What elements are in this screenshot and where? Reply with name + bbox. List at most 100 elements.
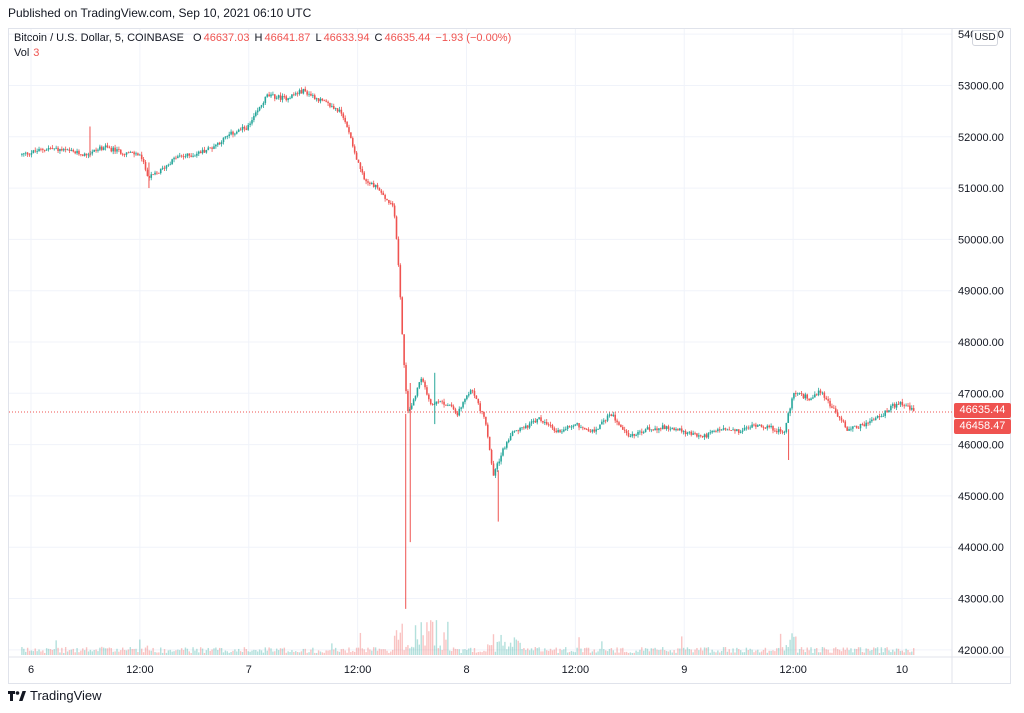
candle <box>363 170 365 181</box>
candle <box>783 430 786 435</box>
candle <box>905 403 907 407</box>
candle-body <box>426 387 428 395</box>
volume-bar <box>591 651 594 655</box>
candle <box>680 425 683 434</box>
candle-body <box>705 434 708 438</box>
candle-body <box>348 127 350 133</box>
candle <box>804 392 807 401</box>
candle <box>348 124 350 135</box>
candle <box>890 404 892 413</box>
volume-bar <box>428 631 430 655</box>
candle-body <box>266 94 269 97</box>
candle-body <box>776 431 778 433</box>
candle-body <box>55 147 57 149</box>
open-value: 46637.03 <box>203 32 250 44</box>
candle <box>633 433 635 439</box>
volume-bar <box>865 648 867 655</box>
volume-bar <box>890 652 892 655</box>
candle-body <box>146 169 149 177</box>
candle-body <box>597 428 599 430</box>
candle-body <box>656 428 658 431</box>
volume-bar <box>909 652 911 655</box>
candle <box>464 398 466 405</box>
candle-body <box>564 428 567 430</box>
symbol-title[interactable]: Bitcoin / U.S. Dollar, 5, COINBASE <box>14 32 184 44</box>
candle <box>876 415 879 419</box>
volume-bar <box>296 652 299 655</box>
candle-body <box>313 95 316 100</box>
candle-body <box>230 131 232 135</box>
candle <box>139 153 141 156</box>
volume-bar <box>135 648 137 655</box>
candle <box>665 425 668 431</box>
candle <box>462 401 464 409</box>
candle <box>361 166 364 175</box>
candle <box>165 164 168 171</box>
volume-bar <box>650 648 653 655</box>
candle <box>618 420 620 426</box>
volume-bar <box>199 647 202 655</box>
volume-bar <box>855 648 858 655</box>
candle-body <box>473 390 476 396</box>
volume-bar <box>563 649 565 655</box>
volume-bar <box>557 652 559 655</box>
volume-bar <box>64 647 67 655</box>
candle <box>507 438 510 444</box>
candle <box>106 142 109 149</box>
candle <box>167 163 170 167</box>
candle <box>369 181 371 186</box>
candle-body <box>800 393 803 394</box>
candle <box>694 431 696 436</box>
candle <box>300 87 303 94</box>
candle-body <box>755 424 757 427</box>
volume-bar <box>540 651 542 655</box>
volume-bar <box>846 647 848 655</box>
volume-bar <box>549 648 552 655</box>
volume-bar <box>353 651 356 655</box>
candle-body <box>308 93 310 95</box>
candle <box>95 147 97 153</box>
candle <box>308 91 310 97</box>
currency-badge[interactable]: USD <box>972 30 998 46</box>
volume-bar <box>357 647 360 655</box>
candle <box>623 426 626 434</box>
candle-body <box>591 429 594 432</box>
candle <box>390 200 392 205</box>
candle-body <box>888 410 890 413</box>
candle <box>781 430 784 435</box>
candle <box>498 458 500 466</box>
candle <box>815 393 818 396</box>
volume-bar <box>838 649 841 655</box>
candle <box>597 428 599 430</box>
volume-bar <box>443 632 445 655</box>
candle <box>391 201 394 208</box>
volume-bar <box>553 649 556 655</box>
candle <box>481 410 483 415</box>
candle-body <box>418 382 421 388</box>
candle-body <box>544 422 546 423</box>
volume-bar <box>643 650 645 655</box>
candle <box>755 422 757 430</box>
candle-body <box>180 155 183 157</box>
x-tick-label: 7 <box>246 664 252 676</box>
candle-body <box>144 162 147 170</box>
candle-body <box>490 449 493 464</box>
candle <box>393 203 396 219</box>
candle <box>104 143 107 151</box>
volume-bar <box>260 650 263 655</box>
footer-brand[interactable]: TradingView <box>8 688 102 703</box>
volume-bar <box>283 647 286 655</box>
candle <box>599 424 601 430</box>
volume-bar <box>262 652 265 655</box>
volume-bar <box>167 650 170 655</box>
volume-bar <box>739 650 742 655</box>
volume-bar <box>907 650 909 655</box>
candle-body <box>26 152 29 155</box>
candle <box>285 94 288 102</box>
chart-frame[interactable] <box>8 28 1011 684</box>
volume-bar <box>91 651 93 655</box>
candle <box>353 144 356 155</box>
volume-bar <box>677 648 679 655</box>
candle <box>294 91 297 97</box>
